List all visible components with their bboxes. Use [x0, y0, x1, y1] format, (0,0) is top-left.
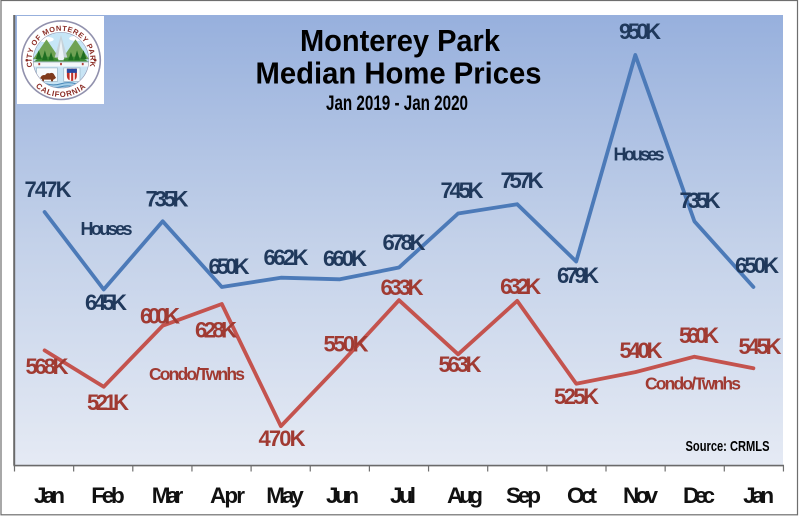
svg-text:521K: 521K: [87, 390, 129, 415]
svg-text:632K: 632K: [500, 274, 541, 299]
svg-text:Median Home Prices: Median Home Prices: [256, 57, 542, 91]
svg-text:950K: 950K: [619, 19, 661, 44]
svg-text:568K: 568K: [26, 354, 69, 379]
svg-text:Jan: Jan: [743, 483, 774, 508]
svg-text:Jun: Jun: [326, 483, 359, 508]
svg-text:Houses: Houses: [614, 145, 665, 165]
svg-text:735K: 735K: [146, 187, 189, 212]
svg-text:Apr: Apr: [210, 483, 245, 508]
svg-text:Jul: Jul: [390, 483, 416, 508]
svg-text:Feb: Feb: [91, 483, 125, 508]
svg-text:Mar: Mar: [152, 483, 184, 508]
svg-text:747K: 747K: [25, 177, 72, 202]
svg-text:Jan 2019 - Jan 2020: Jan 2019 - Jan 2020: [326, 91, 468, 115]
svg-text:600K: 600K: [140, 304, 180, 329]
svg-text:470K: 470K: [259, 426, 306, 451]
svg-text:May: May: [266, 483, 304, 508]
svg-text:Nov: Nov: [623, 483, 658, 508]
svg-text:662K: 662K: [264, 245, 309, 270]
svg-text:550K: 550K: [324, 332, 369, 357]
svg-text:678K: 678K: [383, 230, 426, 255]
svg-text:679K: 679K: [557, 263, 599, 288]
svg-text:628K: 628K: [195, 318, 237, 343]
svg-text:Condo/Twnhs: Condo/Twnhs: [645, 374, 741, 394]
svg-text:645K: 645K: [85, 290, 127, 315]
svg-text:560K: 560K: [679, 323, 719, 348]
svg-text:563K: 563K: [439, 352, 482, 377]
svg-text:545K: 545K: [739, 334, 782, 359]
svg-text:660K: 660K: [323, 246, 367, 271]
svg-text:Condo/Twnhs: Condo/Twnhs: [149, 364, 245, 384]
svg-text:525K: 525K: [554, 384, 599, 409]
svg-text:540K: 540K: [620, 338, 663, 363]
svg-text:Oct: Oct: [567, 483, 598, 508]
svg-text:Dec: Dec: [683, 483, 715, 508]
svg-text:Sep: Sep: [506, 483, 541, 508]
svg-text:650K: 650K: [735, 253, 779, 278]
svg-text:745K: 745K: [441, 178, 484, 203]
svg-text:735K: 735K: [680, 188, 721, 213]
svg-text:Aug: Aug: [447, 483, 483, 508]
svg-text:Monterey Park: Monterey Park: [300, 24, 500, 58]
svg-text:650K: 650K: [209, 254, 250, 279]
svg-text:633K: 633K: [381, 275, 424, 300]
svg-text:Houses: Houses: [81, 219, 133, 239]
svg-text:Source: CRMLS: Source: CRMLS: [686, 438, 770, 455]
svg-text:Jan: Jan: [34, 483, 65, 508]
svg-text:757K: 757K: [501, 168, 544, 193]
